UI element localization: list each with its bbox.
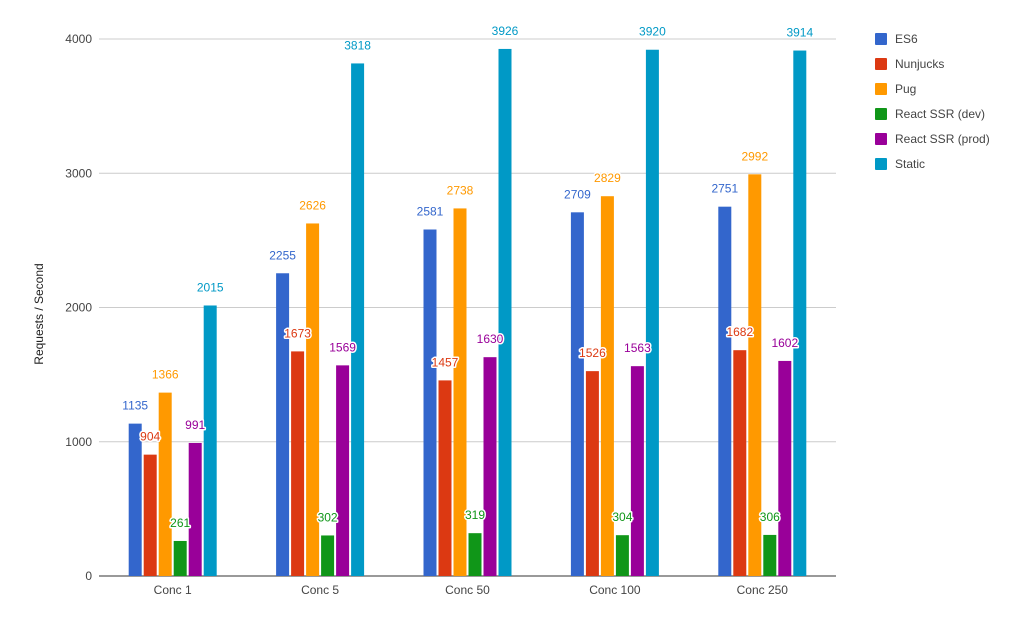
legend-label: React SSR (dev) xyxy=(895,107,985,121)
gridlines xyxy=(99,38,836,577)
bar[interactable] xyxy=(468,533,482,576)
data-label: 2992 xyxy=(741,149,768,163)
data-label: 991 xyxy=(185,418,205,432)
bar[interactable] xyxy=(748,174,762,576)
legend-label: ES6 xyxy=(895,32,918,46)
bar[interactable] xyxy=(498,48,512,576)
data-label: 3818 xyxy=(344,38,371,52)
data-label: 2738 xyxy=(447,183,474,197)
data-label: 1630 xyxy=(477,332,504,346)
bar[interactable] xyxy=(718,206,732,576)
bar[interactable] xyxy=(128,423,142,576)
data-label: 1673 xyxy=(284,326,311,340)
legend: ES6 Nunjucks Pug React SSR (dev) React SSR (… xyxy=(875,32,990,171)
bar[interactable] xyxy=(483,357,497,576)
bar[interactable] xyxy=(306,223,320,576)
data-label: 3920 xyxy=(639,25,666,39)
bar[interactable] xyxy=(645,49,659,577)
bar[interactable] xyxy=(600,196,614,576)
data-label: 2751 xyxy=(711,182,738,196)
y-tick-label: 4000 xyxy=(65,32,92,46)
legend-label: Pug xyxy=(895,82,916,96)
bar[interactable] xyxy=(158,392,172,576)
data-label: 319 xyxy=(465,508,485,522)
data-label: 1569 xyxy=(329,340,356,354)
bar[interactable] xyxy=(336,365,350,576)
legend-swatch xyxy=(875,133,887,145)
bar[interactable] xyxy=(423,229,437,577)
data-label: 304 xyxy=(612,510,632,524)
bar[interactable] xyxy=(351,63,365,577)
bar[interactable] xyxy=(793,50,807,576)
data-label: 1135 xyxy=(122,399,148,413)
bar[interactable] xyxy=(143,454,157,576)
data-label: 1602 xyxy=(771,336,798,350)
x-axis-ticks: Conc 1 Conc 5 Conc 50 Conc 100 Conc 250 xyxy=(154,583,789,597)
legend-item[interactable]: Nunjucks xyxy=(875,57,944,71)
y-tick-label: 1000 xyxy=(65,435,92,449)
data-label: 2709 xyxy=(564,187,591,201)
legend-label: Static xyxy=(895,157,925,171)
bar[interactable] xyxy=(630,366,644,576)
bar[interactable] xyxy=(615,535,629,576)
bar[interactable] xyxy=(291,351,305,576)
bar[interactable] xyxy=(763,534,777,576)
x-tick-label: Conc 5 xyxy=(301,583,339,597)
bar[interactable] xyxy=(778,360,792,576)
data-label: 1682 xyxy=(726,325,753,339)
legend-swatch xyxy=(875,58,887,70)
data-label: 3926 xyxy=(492,24,519,38)
data-label: 2626 xyxy=(299,198,326,212)
data-label: 302 xyxy=(318,510,338,524)
bar[interactable] xyxy=(570,212,584,576)
bar[interactable] xyxy=(188,442,202,576)
bar[interactable] xyxy=(276,273,290,576)
y-tick-label: 0 xyxy=(85,569,92,583)
data-label: 2015 xyxy=(197,280,224,294)
bar[interactable] xyxy=(173,540,187,576)
bar[interactable] xyxy=(203,305,217,576)
data-label: 904 xyxy=(140,430,160,444)
y-tick-label: 2000 xyxy=(65,301,92,315)
legend-swatch xyxy=(875,108,887,120)
y-axis-ticks: 0 1000 2000 3000 4000 xyxy=(65,32,92,583)
data-label: 2829 xyxy=(594,171,621,185)
legend-item[interactable]: Pug xyxy=(875,82,916,96)
legend-label: Nunjucks xyxy=(895,57,944,71)
data-labels: 1135 904 1366 261 991 2015 2255 1673 2626 302 1569… xyxy=(121,22,815,531)
data-label: 1366 xyxy=(152,368,179,382)
x-tick-label: Conc 50 xyxy=(445,583,490,597)
data-label: 306 xyxy=(760,510,780,524)
data-label: 2255 xyxy=(269,248,296,262)
y-axis-title: Requests / Second xyxy=(32,263,46,364)
bar[interactable] xyxy=(585,371,599,576)
data-label: 1457 xyxy=(432,355,459,369)
bar[interactable] xyxy=(438,380,452,576)
legend-item[interactable]: React SSR (dev) xyxy=(875,107,985,121)
legend-swatch xyxy=(875,83,887,95)
y-tick-label: 3000 xyxy=(65,166,92,180)
legend-swatch xyxy=(875,33,887,45)
legend-item[interactable]: Static xyxy=(875,157,925,171)
bar[interactable] xyxy=(321,535,335,576)
x-tick-label: Conc 1 xyxy=(154,583,192,597)
data-label: 261 xyxy=(170,516,190,530)
x-tick-label: Conc 100 xyxy=(589,583,641,597)
bars xyxy=(128,48,807,577)
legend-label: React SSR (prod) xyxy=(895,132,990,146)
bar[interactable] xyxy=(453,208,467,576)
data-label: 2581 xyxy=(417,205,444,219)
x-tick-label: Conc 250 xyxy=(737,583,789,597)
data-label: 1526 xyxy=(579,346,606,360)
data-label: 1563 xyxy=(624,341,651,355)
data-label: 3914 xyxy=(786,26,813,40)
legend-swatch xyxy=(875,158,887,170)
legend-item[interactable]: React SSR (prod) xyxy=(875,132,990,146)
legend-item[interactable]: ES6 xyxy=(875,32,918,46)
bar[interactable] xyxy=(733,350,747,576)
